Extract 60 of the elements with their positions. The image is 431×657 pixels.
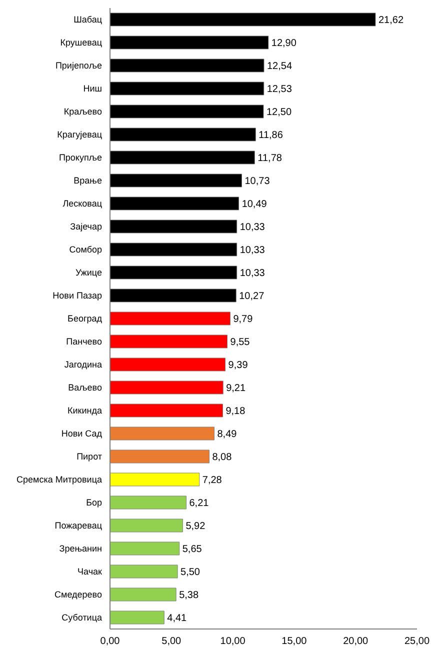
data-label: 7,28 — [202, 475, 222, 486]
x-tick-label: 25,00 — [404, 636, 430, 648]
data-label: 5,65 — [182, 544, 202, 555]
data-label: 11,78 — [258, 153, 282, 164]
y-tick-label: Нови Пазар — [52, 290, 102, 301]
x-tick-label: 15,00 — [282, 636, 308, 648]
data-label: 4,41 — [167, 613, 188, 624]
data-label: 6,21 — [189, 498, 210, 509]
y-tick-label: Зајечар — [70, 222, 102, 232]
y-tick-label: Кикинда — [68, 406, 102, 416]
y-tick-label: Сремска Митровица — [16, 474, 102, 485]
data-label: 9,79 — [233, 314, 254, 325]
y-tick-label: Крагујевац — [57, 130, 102, 140]
data-label: 12,54 — [266, 61, 292, 72]
data-label: 10,33 — [240, 268, 266, 279]
data-label: 10,33 — [240, 245, 266, 256]
x-tick-label: 10,00 — [220, 636, 246, 648]
data-label: 12,53 — [266, 84, 292, 95]
data-label: 5,92 — [186, 521, 206, 532]
data-label: 10,27 — [239, 291, 265, 302]
data-label: 10,73 — [244, 176, 270, 187]
data-label: 8,49 — [217, 429, 238, 440]
y-tick-label: Шабац — [74, 14, 102, 25]
data-label: 9,55 — [230, 337, 250, 348]
x-tick-label: 5,00 — [162, 636, 182, 648]
data-label: 12,50 — [266, 107, 292, 118]
y-tick-label: Сомбор — [69, 244, 102, 255]
y-tick-label: Нови Сад — [61, 428, 103, 439]
y-tick-label: Пирот — [76, 452, 102, 462]
data-label: 9,18 — [226, 406, 246, 417]
y-tick-label: Ужице — [75, 268, 102, 278]
data-label: 11,86 — [258, 130, 284, 141]
y-tick-label: Лесковац — [62, 198, 102, 209]
data-label: 8,08 — [212, 452, 232, 463]
y-tick-label: Смедерево — [54, 590, 102, 600]
data-label: 21,62 — [378, 15, 404, 26]
y-tick-label: Пријепоље — [55, 60, 102, 71]
y-tick-label: Ниш — [83, 84, 102, 94]
y-tick-label: Јагодина — [64, 360, 102, 370]
data-label: 9,39 — [228, 360, 248, 371]
y-tick-label: Панчево — [66, 336, 102, 347]
y-tick-label: Чачак — [78, 566, 102, 577]
data-label: 5,38 — [179, 590, 199, 601]
data-label: 10,33 — [240, 222, 266, 233]
data-label: 12,90 — [271, 38, 297, 49]
y-tick-label: Пожаревац — [54, 520, 102, 531]
y-tick-label: Зрењанин — [59, 544, 102, 554]
data-label: 10,49 — [242, 199, 268, 210]
y-tick-label: Суботица — [62, 612, 102, 623]
y-tick-label: Прокупље — [58, 152, 102, 163]
y-tick-label: Ваљево — [68, 382, 102, 393]
data-label: 5,50 — [180, 567, 200, 578]
y-tick-label: Крушевац — [60, 38, 102, 48]
y-tick-label: Краљево — [64, 106, 102, 117]
x-tick-label: 0,00 — [100, 636, 120, 648]
y-tick-label: Београд — [68, 314, 103, 324]
y-tick-label: Бор — [86, 498, 102, 508]
data-label: 9,21 — [226, 383, 246, 394]
x-tick-label: 20,00 — [343, 636, 369, 648]
y-tick-label: Врање — [74, 176, 102, 186]
